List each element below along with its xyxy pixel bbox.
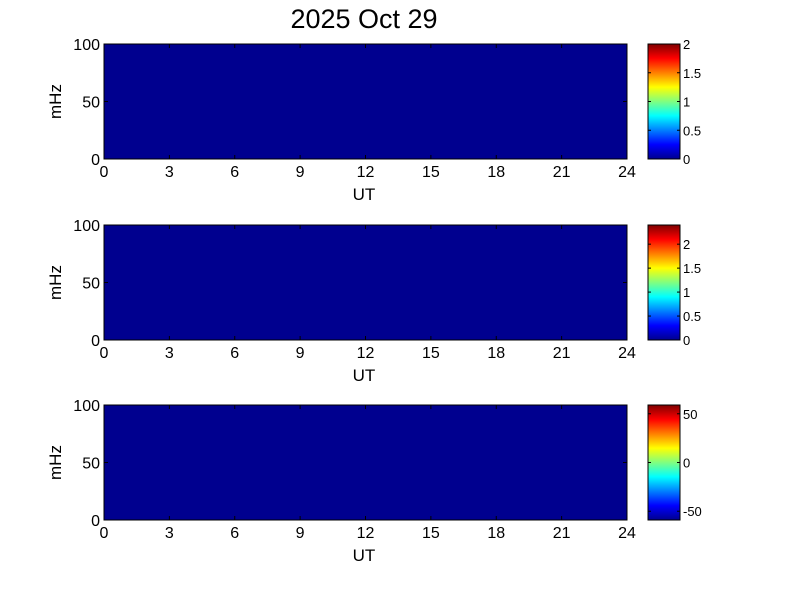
colorbar-tick-label: 0	[683, 456, 690, 471]
x-tick-label: 6	[230, 164, 239, 181]
y-tick-label: 50	[82, 276, 100, 293]
x-tick-label: 6	[230, 525, 239, 542]
colorbar	[647, 404, 681, 521]
x-tick-label: 21	[553, 525, 571, 542]
panel-2: 0 3 6 9 12 15 18 21 24 0 50 100 UT mHz 0 0.5 1 1.5 2	[46, 218, 701, 385]
x-tick-label: 6	[230, 345, 239, 362]
y-tick-label: 0	[91, 513, 100, 530]
y-axis-label: mHz	[46, 265, 65, 300]
y-tick-label: 0	[91, 152, 100, 169]
x-tick-label: 0	[100, 164, 109, 181]
x-axis-label: UT	[353, 185, 376, 204]
x-tick-label: 18	[487, 525, 505, 542]
x-tick-label: 24	[618, 525, 636, 542]
x-tick-label: 9	[296, 164, 305, 181]
y-tick-label: 50	[82, 456, 100, 473]
x-tick-label: 3	[165, 345, 174, 362]
colorbar-tick-label: 0	[683, 333, 690, 348]
colorbar-tick-label: 1	[683, 95, 690, 110]
x-tick-label: 3	[165, 525, 174, 542]
x-tick-label: 24	[618, 164, 636, 181]
colorbar	[647, 224, 681, 341]
spectrogram-image	[104, 225, 627, 340]
colorbar	[647, 43, 681, 160]
panel-3: 0 3 6 9 12 15 18 21 24 0 50 100 UT mHz -50 0 50	[46, 398, 702, 565]
y-axis-label: mHz	[46, 445, 65, 480]
colorbar-tick-label: 0.5	[683, 123, 701, 138]
x-tick-label: 0	[100, 525, 109, 542]
colorbar-tick-label: -50	[683, 504, 702, 519]
x-tick-label: 15	[422, 164, 440, 181]
x-tick-label: 15	[422, 525, 440, 542]
colorbar-tick-label: 50	[683, 407, 697, 422]
y-tick-label: 50	[82, 95, 100, 112]
x-tick-label: 12	[357, 525, 375, 542]
x-tick-label: 24	[618, 345, 636, 362]
colorbar-tick-label: 1	[683, 285, 690, 300]
x-tick-label: 18	[487, 345, 505, 362]
x-axis-label: UT	[353, 366, 376, 385]
x-tick-label: 21	[553, 345, 571, 362]
x-tick-label: 15	[422, 345, 440, 362]
colorbar-tick-label: 0	[683, 152, 690, 167]
x-tick-label: 3	[165, 164, 174, 181]
figure-title: 2025 Oct 29	[290, 4, 437, 34]
colorbar-tick-label: 2	[683, 37, 690, 52]
y-tick-label: 100	[73, 218, 100, 235]
x-tick-label: 21	[553, 164, 571, 181]
colorbar-tick-label: 2	[683, 237, 690, 252]
colorbar-tick-label: 1.5	[683, 261, 701, 276]
spectrogram-image	[104, 44, 627, 159]
y-tick-label: 100	[73, 37, 100, 54]
panel-1: 0 3 6 9 12 15 18 21 24 0 50 100 UT mHz 0 0.5 1 1.5 2	[46, 37, 701, 204]
y-axis-label: mHz	[46, 84, 65, 119]
x-tick-label: 12	[357, 164, 375, 181]
x-tick-label: 0	[100, 345, 109, 362]
spectrogram-image	[104, 405, 627, 520]
x-axis-label: UT	[353, 546, 376, 565]
colorbar-tick-label: 0.5	[683, 309, 701, 324]
x-tick-label: 12	[357, 345, 375, 362]
x-tick-label: 9	[296, 345, 305, 362]
x-tick-label: 18	[487, 164, 505, 181]
colorbar-tick-label: 1.5	[683, 66, 701, 81]
y-tick-label: 0	[91, 333, 100, 350]
y-tick-label: 100	[73, 398, 100, 415]
x-tick-label: 9	[296, 525, 305, 542]
